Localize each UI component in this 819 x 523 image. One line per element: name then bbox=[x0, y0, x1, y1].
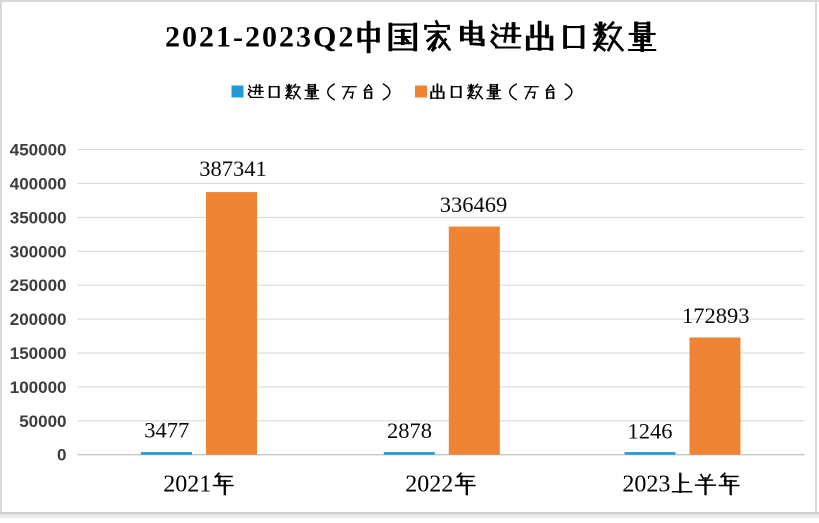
svg-text:50000: 50000 bbox=[19, 412, 66, 431]
svg-text:3477: 3477 bbox=[144, 418, 189, 443]
svg-text:450000: 450000 bbox=[10, 141, 67, 160]
svg-text:172893: 172893 bbox=[682, 303, 750, 328]
svg-text:400000: 400000 bbox=[10, 175, 67, 194]
svg-text:2021-2023Q2: 2021-2023Q2 bbox=[165, 20, 355, 53]
svg-text:2021: 2021 bbox=[163, 471, 211, 497]
svg-text:200000: 200000 bbox=[10, 310, 67, 329]
svg-text:300000: 300000 bbox=[10, 242, 67, 261]
svg-text:1246: 1246 bbox=[628, 419, 673, 444]
svg-text:350000: 350000 bbox=[10, 208, 67, 227]
svg-text:2878: 2878 bbox=[387, 418, 432, 443]
svg-text:387341: 387341 bbox=[199, 156, 267, 181]
svg-text:150000: 150000 bbox=[10, 344, 67, 363]
svg-text:0: 0 bbox=[57, 446, 66, 465]
svg-text:100000: 100000 bbox=[10, 378, 67, 397]
svg-text:250000: 250000 bbox=[10, 276, 67, 295]
svg-text:336469: 336469 bbox=[440, 192, 508, 217]
svg-text:2023: 2023 bbox=[622, 471, 670, 497]
svg-text:2022: 2022 bbox=[405, 471, 453, 497]
